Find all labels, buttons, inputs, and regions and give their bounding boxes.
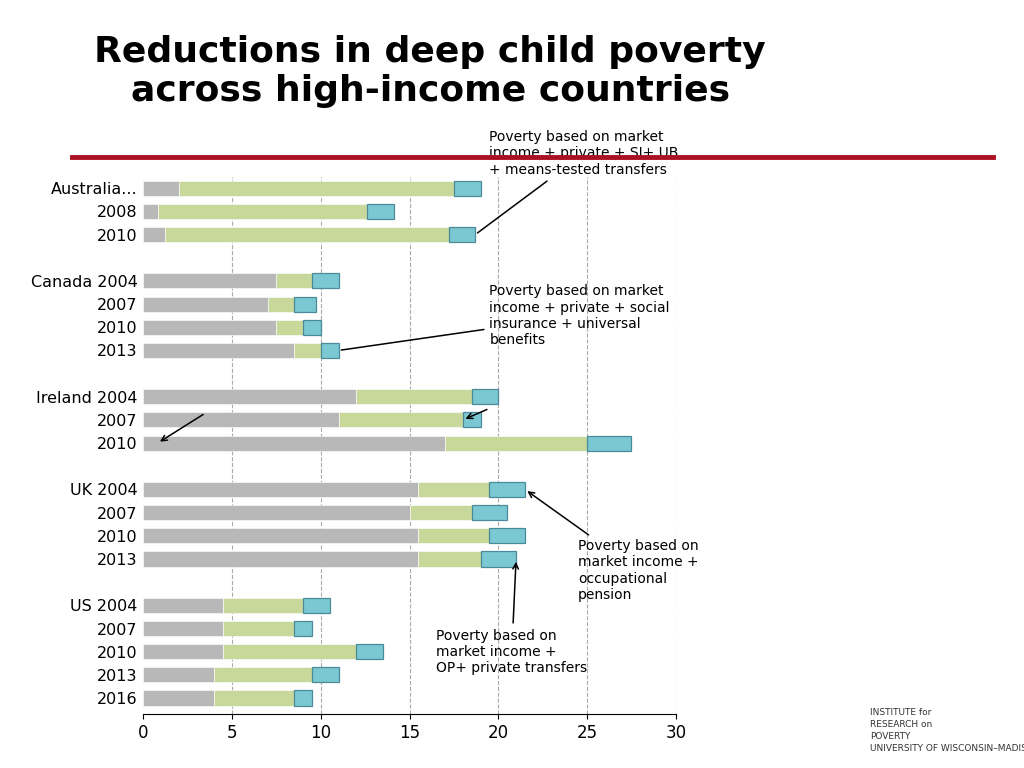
Bar [143,598,223,613]
Bar [587,435,632,451]
Bar [143,528,419,543]
Bar [454,180,480,196]
Bar [179,180,454,196]
Bar [294,690,312,706]
Bar [143,389,356,404]
Text: Poverty based on market
income + private + SI+ UB
+ means-tested transfers: Poverty based on market income + private… [477,131,679,233]
Bar [463,412,480,428]
Bar [419,551,480,567]
Bar [143,621,223,636]
Bar [143,343,294,358]
Bar [143,690,214,706]
Bar [214,667,312,683]
Bar [472,505,507,520]
Bar [267,296,294,312]
Text: Poverty based on
market income +
occupational
pension: Poverty based on market income + occupat… [528,492,698,602]
Bar [143,412,339,428]
Bar [143,296,267,312]
Bar [419,528,489,543]
Bar [158,204,367,219]
Bar [303,598,330,613]
Text: Poverty based on market
income + private + social
insurance + universal
benefits: Poverty based on market income + private… [341,284,670,350]
Bar [143,505,410,520]
Bar [276,319,303,335]
Bar [143,180,179,196]
Bar [294,296,315,312]
Bar [449,227,475,242]
Bar [294,343,321,358]
Bar [143,551,419,567]
Bar [223,621,294,636]
Bar [339,412,463,428]
Bar [480,551,516,567]
Bar [312,273,339,289]
Bar [356,389,472,404]
Bar [419,482,489,497]
Bar [143,482,419,497]
Bar [223,598,303,613]
Bar [294,621,312,636]
Bar [489,528,525,543]
Text: INSTITUTE for
RESEARCH on
POVERTY
UNIVERSITY OF WISCONSIN–MADISON: INSTITUTE for RESEARCH on POVERTY UNIVER… [870,708,1024,753]
Bar [165,227,449,242]
Bar [143,227,165,242]
Text: Poverty based on
market income +
OP+ private transfers: Poverty based on market income + OP+ pri… [436,564,588,675]
Bar [143,204,158,219]
Bar [303,319,321,335]
Bar [321,343,339,358]
Bar [356,644,383,659]
Bar [276,273,312,289]
Bar [143,435,445,451]
Bar [214,690,294,706]
Bar [312,667,339,683]
Bar [367,204,393,219]
Bar [472,389,499,404]
Bar [223,644,356,659]
Bar [143,644,223,659]
Bar [143,319,276,335]
Bar [143,273,276,289]
Bar [445,435,587,451]
Bar [489,482,525,497]
Bar [143,667,214,683]
Bar [410,505,472,520]
Text: Reductions in deep child poverty
across high-income countries: Reductions in deep child poverty across … [94,35,766,108]
